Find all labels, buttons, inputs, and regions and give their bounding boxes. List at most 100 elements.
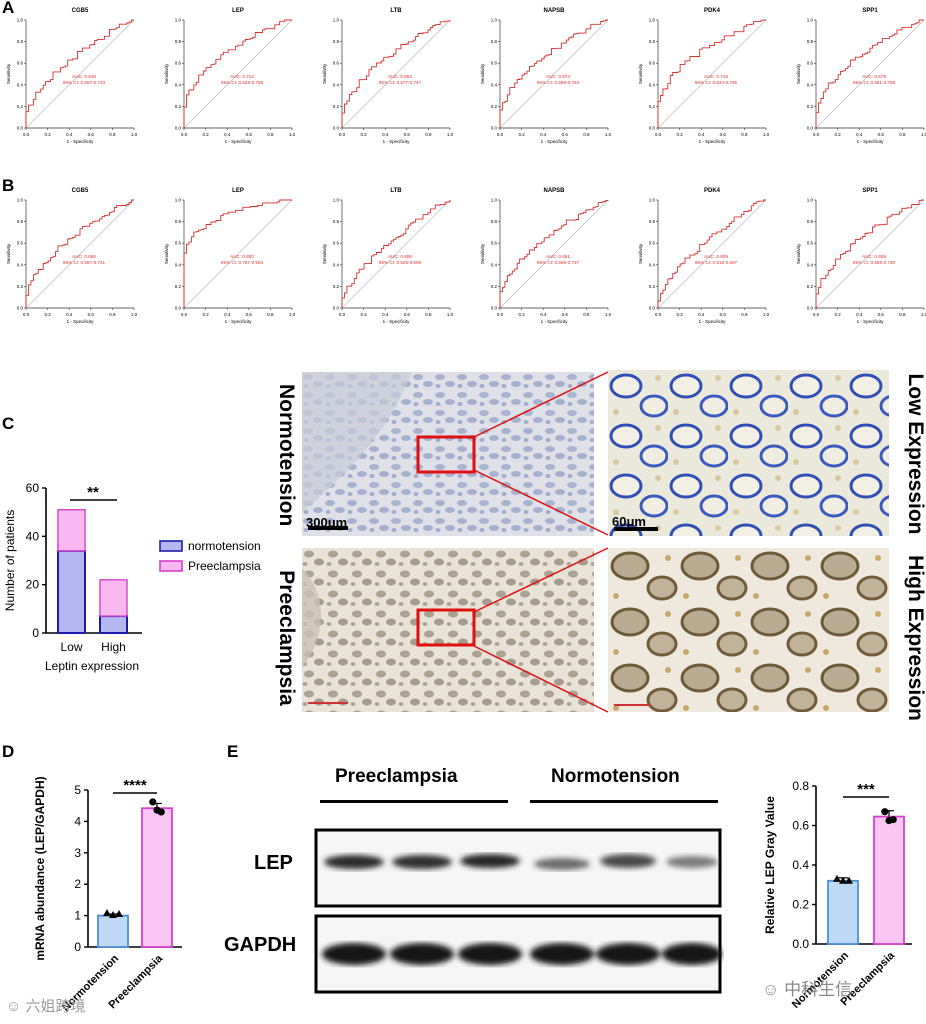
roc-x-tick-label: 0.2 — [44, 312, 51, 317]
c-x-tick-label: High — [101, 640, 126, 654]
roc-ylabel: Sensitivity — [796, 243, 801, 264]
roc-x-tick-label: 0.0 — [23, 132, 30, 137]
c-bar-preeclampsia-high — [99, 579, 128, 617]
roc-y-tick-label: 0.4 — [807, 262, 814, 267]
roc-y-tick-label: 0.0 — [807, 126, 814, 131]
roc-y-tick-label: 0.6 — [649, 241, 656, 246]
roc-x-tick-label: 0.6 — [246, 132, 253, 137]
roc-y-tick-label: 1.0 — [491, 198, 498, 203]
c-x-tick-label: Low — [60, 640, 82, 654]
roc-y-tick-label: 1.0 — [807, 198, 814, 203]
d-y-tick-label: 2 — [74, 877, 81, 891]
roc-y-tick-label: 0.6 — [175, 241, 182, 246]
roc-curve — [341, 20, 451, 128]
roc-diagonal — [815, 199, 925, 309]
roc-y-tick-label: 0.6 — [17, 61, 24, 66]
roc-x-tick-label: 0.8 — [109, 132, 116, 137]
roc-y-tick-label: 0.6 — [491, 241, 498, 246]
roc-y-tick-label: 0.4 — [491, 82, 498, 87]
roc-y-tick-label: 0.8 — [491, 219, 498, 224]
roc-auc: AUC: 0.712 — [230, 74, 254, 79]
roc-row-b-lep: LEP 0.00.0 0.2 0.2 0.4 0.4 0.6 0.6 0.8 0.8 1.0 1.0 1… — [164, 188, 296, 324]
roc-y-tick-label: 1.0 — [17, 198, 24, 203]
scale-bar-300: 300μm — [306, 515, 348, 530]
roc-y-tick-label: 0.8 — [17, 219, 24, 224]
roc-title: SPP1 — [862, 188, 878, 194]
c-y-tick-label: 20 — [26, 578, 40, 592]
roc-y-tick-label: 0.2 — [491, 104, 498, 109]
c-y-tick-label: 60 — [26, 481, 40, 495]
roc-diagonal — [341, 199, 451, 309]
roc-y-tick-label: 0.2 — [17, 104, 24, 109]
roc-row-a-spp1: SPP1 0.00.0 0.2 0.2 0.4 0.4 0.6 0.6 0.8 0.8 1.0 1.0… — [796, 8, 926, 144]
c-bar-normotension-high — [99, 615, 128, 634]
roc-auc: AUC: 0.606 — [388, 254, 412, 259]
label-high-expression: High Expression — [904, 555, 926, 721]
e-y-tick-label: 0.8 — [792, 779, 809, 793]
roc-row-a-pdk4: PDK4 0.00.0 0.2 0.2 0.4 0.4 0.6 0.6 0.8 0.8 1.0 1.0… — [638, 8, 770, 144]
roc-x-tick-label: 0.8 — [741, 132, 748, 137]
roc-y-tick-label: 1.0 — [333, 198, 340, 203]
roc-ci: 95% CI: 0.577-0.747 — [379, 80, 422, 85]
roc-x-tick-label: 0.2 — [834, 312, 841, 317]
roc-x-tick-label: 0.8 — [425, 132, 432, 137]
panel-letter-e: E — [227, 742, 239, 761]
roc-x-tick-label: 0.4 — [540, 312, 547, 317]
roc-y-tick-label: 1.0 — [17, 18, 24, 23]
roc-ci: 95% CI: 0.565-0.740 — [853, 260, 896, 265]
d-point — [103, 909, 111, 917]
micro-normotension-high-mag — [608, 370, 889, 536]
e-y-tick-label: 0.4 — [792, 858, 809, 872]
roc-y-tick-label: 0.2 — [649, 104, 656, 109]
d-bar-normotension — [97, 914, 129, 948]
e-ylabel: Relative LEP Gray Value — [763, 796, 777, 934]
roc-y-tick-label: 0.4 — [649, 262, 656, 267]
panel-letter-c: C — [2, 414, 15, 433]
roc-title: LEP — [232, 188, 244, 194]
roc-title: NAPSB — [543, 8, 565, 14]
roc-y-tick-label: 1.0 — [649, 198, 656, 203]
roc-x-tick-label: 0.0 — [23, 312, 30, 317]
roc-ylabel: Sensitivity — [480, 243, 485, 264]
roc-x-tick-label: 0.2 — [360, 132, 367, 137]
roc-x-tick-label: 0.6 — [246, 312, 253, 317]
roc-title: CGB5 — [72, 8, 89, 14]
roc-y-tick-label: 0.2 — [491, 284, 498, 289]
roc-y-tick-label: 0.8 — [333, 39, 340, 44]
roc-ci: 95% CI: 0.589-0.753 — [537, 80, 580, 85]
roc-x-tick-label: 0.0 — [813, 312, 820, 317]
roc-diagonal — [183, 199, 293, 309]
panel-letter-b: B — [2, 176, 15, 195]
roc-x-tick-label: 0.0 — [655, 132, 662, 137]
panel-letter-a: A — [2, 0, 15, 17]
roc-ci: 95% CI: 0.526-0.699 — [379, 260, 422, 265]
roc-title: LEP — [232, 8, 244, 14]
roc-x-tick-label: 0.6 — [88, 312, 95, 317]
blot-group-line-2 — [530, 800, 718, 803]
roc-y-tick-label: 0.4 — [333, 82, 340, 87]
roc-diagonal — [183, 19, 293, 129]
roc-x-tick-label: 0.2 — [834, 132, 841, 137]
roc-curve — [815, 19, 924, 128]
roc-x-tick-label: 0.4 — [540, 132, 547, 137]
c-legend-swatch — [159, 560, 183, 572]
roc-x-tick-label: 1.0 — [763, 132, 770, 137]
label-low-expression: Low Expression — [904, 373, 926, 535]
d-y-tick-label: 0 — [74, 940, 81, 954]
roc-xlabel: 1 - Specificity — [383, 319, 411, 324]
roc-x-tick-label: 0.6 — [562, 132, 569, 137]
roc-curve — [815, 199, 924, 308]
roc-diagonal — [25, 19, 135, 129]
roc-ylabel: Sensitivity — [480, 63, 485, 84]
roc-curve — [657, 19, 766, 128]
roc-x-tick-label: 0.0 — [497, 312, 504, 317]
roc-auc: AUC: 0.850 — [230, 254, 254, 259]
roc-y-tick-label: 0.4 — [175, 262, 182, 267]
roc-ci: 95% CI: 0.557-0.734 — [63, 80, 106, 85]
roc-x-tick-label: 0.4 — [698, 132, 705, 137]
roc-x-tick-label: 0.8 — [583, 132, 590, 137]
e-point — [881, 808, 889, 816]
roc-x-tick-label: 0.2 — [202, 312, 209, 317]
e-point — [845, 876, 853, 884]
roc-y-tick-label: 0.8 — [491, 39, 498, 44]
